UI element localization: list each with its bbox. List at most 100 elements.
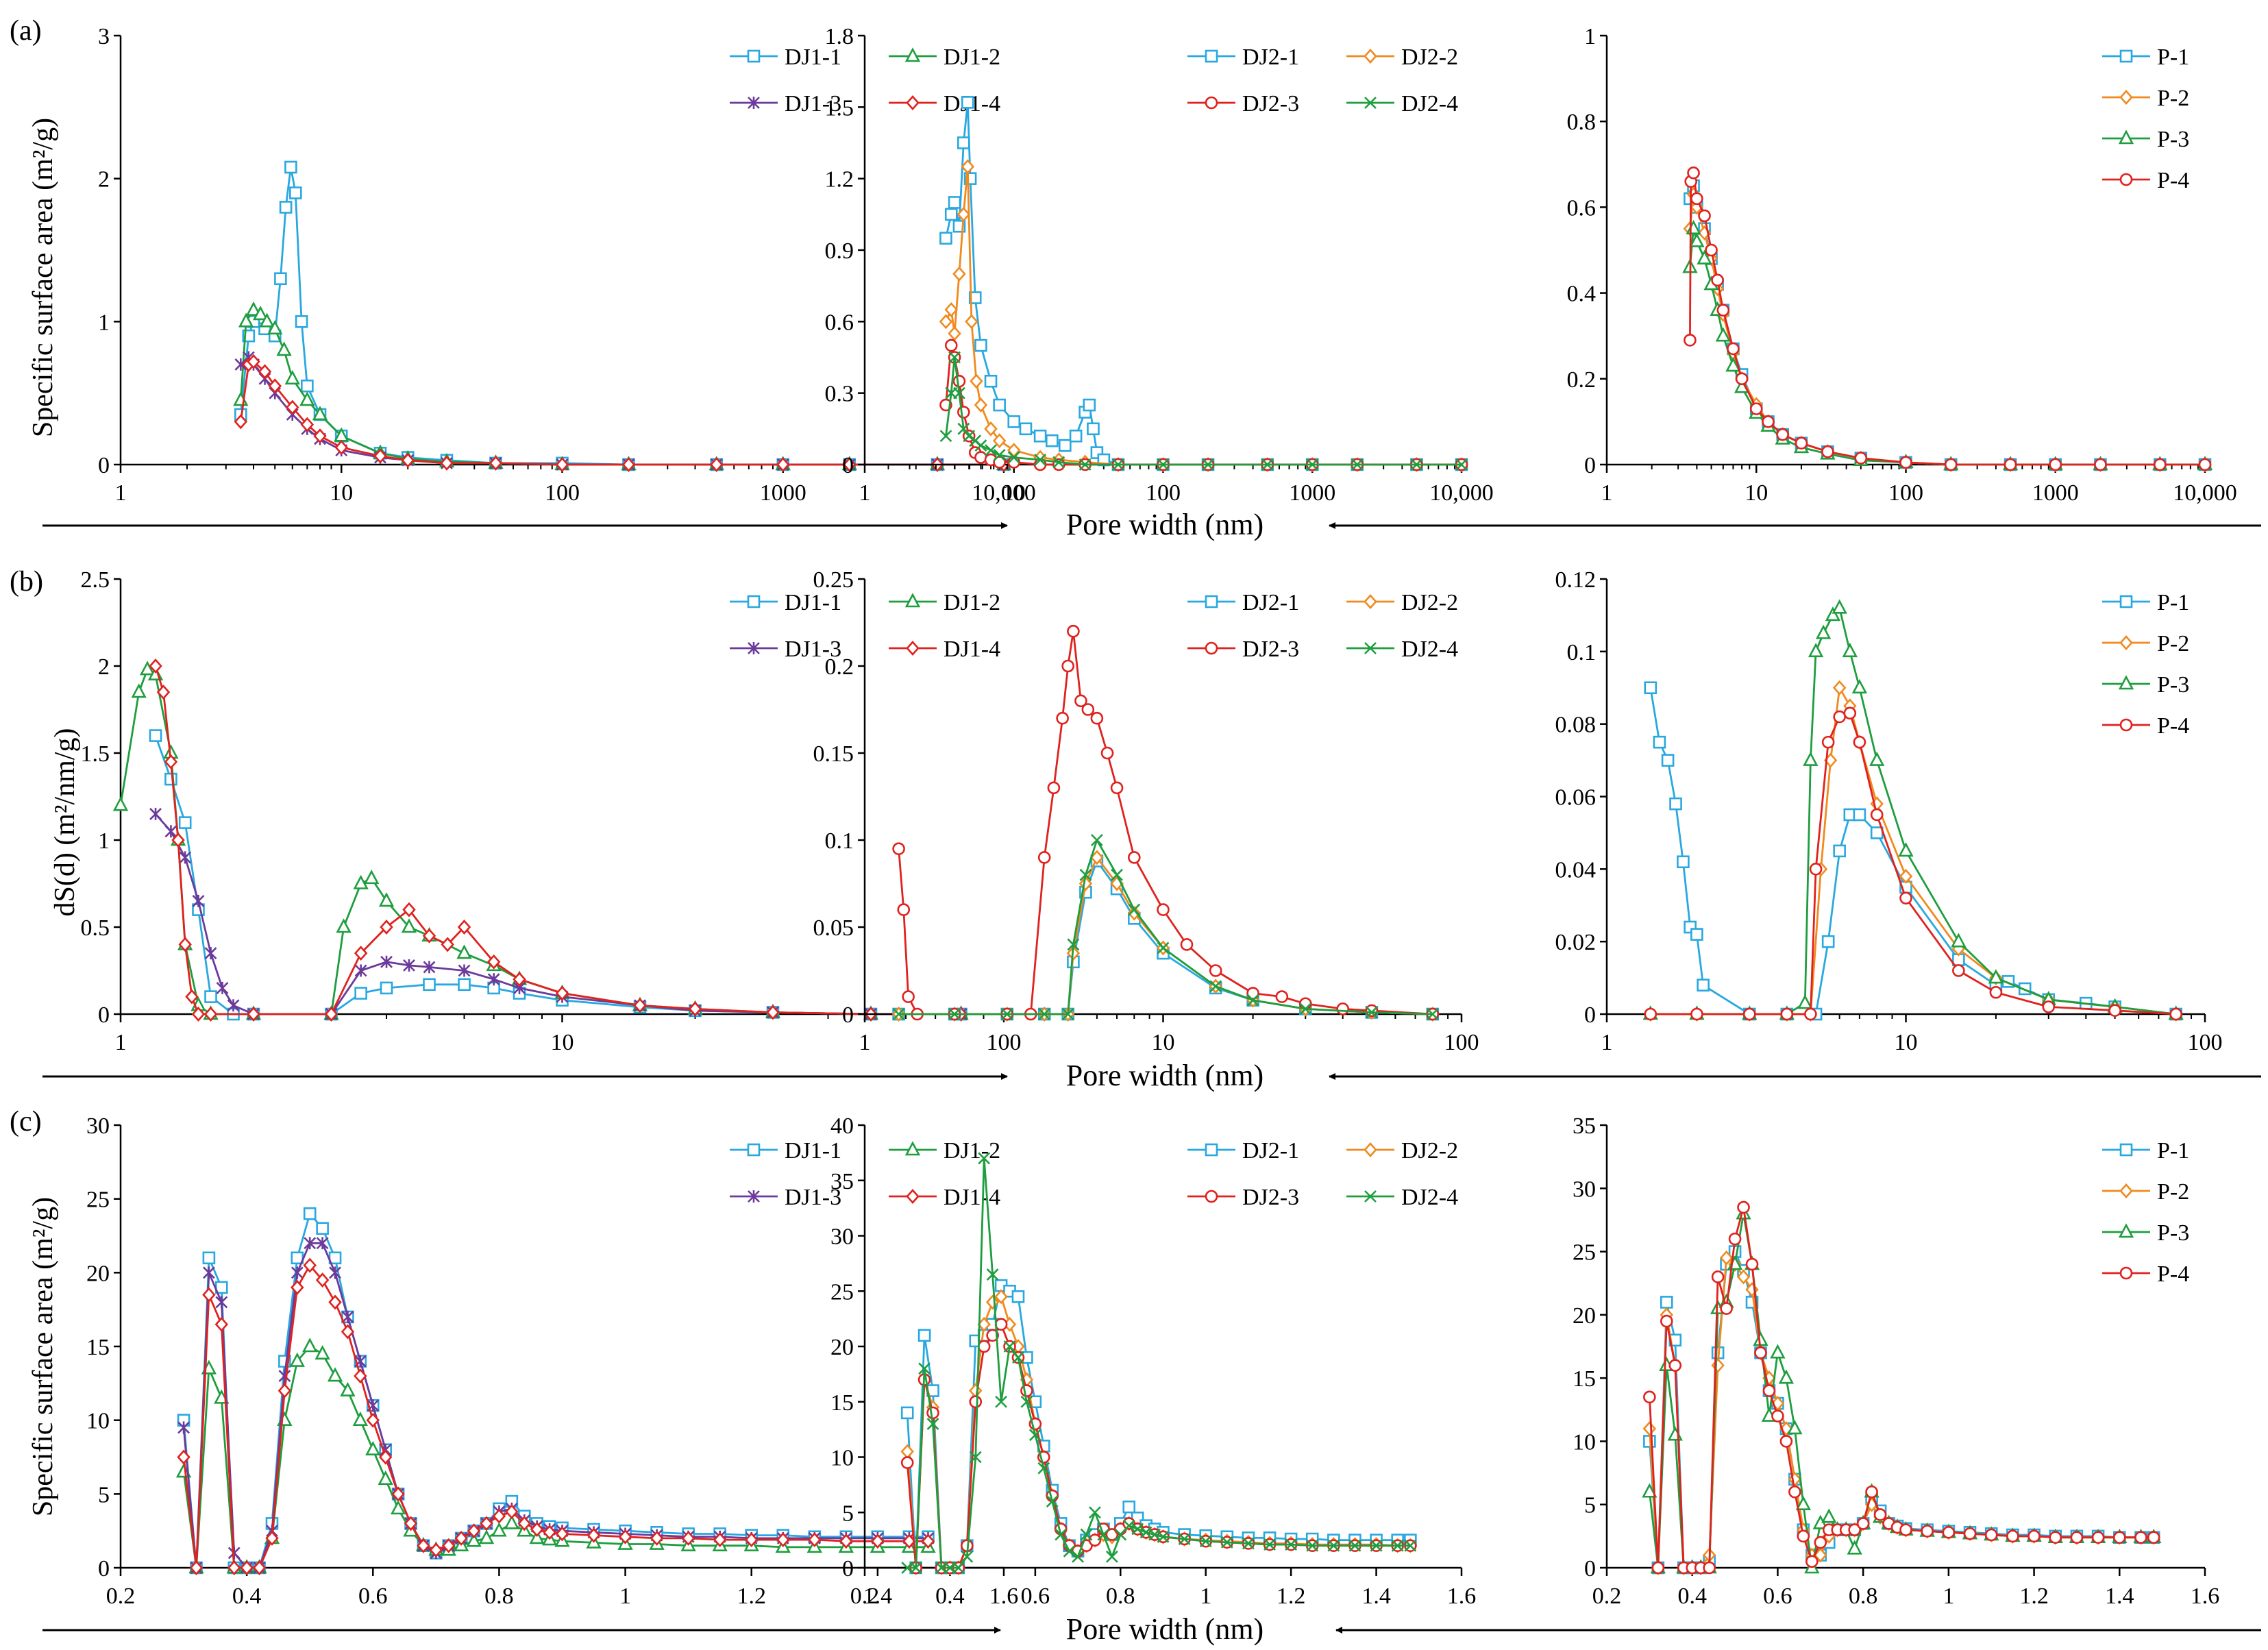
y-tick-label: 5 — [1584, 1493, 1596, 1518]
legend-item-P-4: P-4 — [2102, 1261, 2189, 1287]
y-tick-label: 0.4 — [1567, 282, 1597, 307]
data-point — [341, 1310, 354, 1323]
series-line-DJ2-1 — [898, 860, 1433, 1015]
data-point — [1825, 606, 1841, 621]
data-point — [1735, 372, 1749, 386]
legend-item-P-3: P-3 — [2102, 127, 2189, 152]
data-point — [952, 266, 966, 282]
x-tick-label: 0.8 — [484, 1584, 514, 1609]
data-point — [171, 833, 185, 848]
data-point — [202, 1266, 215, 1279]
data-point — [1669, 797, 1682, 811]
data-point — [1264, 1538, 1276, 1551]
series-P-2 — [1644, 680, 2183, 1022]
legend-item-DJ1-3: DJ1-3 — [730, 91, 841, 116]
series-P-4 — [1644, 706, 2182, 1021]
data-point — [1705, 243, 1718, 257]
data-point — [2049, 458, 2062, 471]
series-line-DJ2-2 — [898, 857, 1433, 1015]
data-point — [489, 455, 503, 471]
data-point — [1100, 746, 1114, 760]
x-tick-label: 1 — [115, 480, 127, 506]
series-line-P-2 — [1650, 687, 2176, 1015]
series-line-P-3 — [1650, 606, 2176, 1015]
x-tick-label: 0.2 — [106, 1584, 136, 1609]
data-point — [202, 1251, 216, 1265]
x-tick-label: 10 — [1152, 1030, 1175, 1055]
data-point — [149, 729, 162, 742]
data-point — [1780, 1007, 1794, 1021]
x-tick-label: 1 — [1601, 480, 1613, 506]
legend-item-DJ1-1: DJ1-1 — [730, 45, 841, 70]
data-point — [202, 1287, 216, 1303]
data-point — [969, 1383, 983, 1399]
data-point — [1246, 994, 1259, 1007]
data-point — [185, 989, 199, 1005]
data-point — [328, 1294, 342, 1310]
data-point — [1299, 1002, 1312, 1015]
legend-marker — [2118, 675, 2134, 690]
legend-item-P-1: P-1 — [2102, 1138, 2189, 1163]
legend-item-DJ1-4: DJ1-4 — [889, 91, 1000, 116]
x-tick-label: 100 — [545, 480, 580, 506]
series-P-4 — [1643, 1200, 2160, 1575]
x-tick-label: 1 — [1943, 1584, 1954, 1609]
legend-item-P-2: P-2 — [2102, 631, 2189, 656]
data-point — [1020, 1395, 1033, 1408]
data-point — [963, 430, 976, 443]
data-point — [1157, 941, 1170, 955]
data-point — [1404, 1539, 1417, 1552]
data-point — [2108, 1004, 2121, 1018]
data-point — [900, 1406, 914, 1420]
data-point — [429, 1542, 443, 1558]
data-point — [1951, 933, 1967, 948]
data-point — [302, 1338, 318, 1353]
data-point — [926, 1418, 939, 1430]
x-tick-label: 100 — [1888, 480, 1923, 506]
data-point — [422, 928, 436, 944]
data-point — [1080, 1528, 1093, 1541]
data-point — [1131, 1523, 1144, 1536]
data-point — [1037, 851, 1051, 864]
data-point — [1007, 415, 1021, 428]
legend-item-DJ2-3: DJ2-3 — [1187, 637, 1299, 662]
data-point — [688, 1001, 702, 1017]
data-point — [164, 754, 178, 769]
data-point — [993, 398, 1006, 412]
data-point — [227, 1560, 241, 1575]
series-P-1 — [1644, 681, 2182, 1021]
data-point — [391, 1486, 405, 1502]
data-point — [1754, 1346, 1767, 1359]
x-tick-label: 10 — [1002, 480, 1026, 506]
data-point — [1716, 304, 1730, 317]
data-point — [216, 981, 229, 994]
data-point — [957, 206, 971, 222]
data-point — [921, 1534, 935, 1549]
data-point — [1899, 868, 1913, 884]
data-point — [1833, 844, 1846, 858]
data-point — [440, 455, 454, 471]
y-tick-label: 1.5 — [825, 95, 854, 121]
data-point — [204, 990, 217, 1003]
legend-marker — [1364, 1190, 1377, 1203]
data-point — [177, 1421, 190, 1434]
data-point — [633, 998, 647, 1013]
data-point — [1821, 735, 1835, 749]
data-point — [340, 1381, 356, 1396]
y-tick-label: 0 — [98, 1556, 110, 1581]
data-point — [1642, 1483, 1657, 1498]
data-point — [902, 990, 915, 1003]
data-point — [1242, 1537, 1255, 1550]
data-point — [286, 399, 299, 415]
data-point — [1056, 711, 1069, 725]
data-point — [1762, 1384, 1776, 1397]
data-point — [1370, 1539, 1383, 1552]
y-tick-label: 0 — [1584, 453, 1596, 478]
x-tick-label: 1.4 — [2105, 1584, 2134, 1609]
legend-marker — [748, 97, 760, 109]
data-point — [238, 312, 254, 328]
data-point — [944, 338, 958, 352]
legend-item-DJ2-1: DJ2-1 — [1187, 590, 1299, 615]
data-point — [555, 1526, 569, 1542]
legend-marker — [1364, 1142, 1377, 1157]
